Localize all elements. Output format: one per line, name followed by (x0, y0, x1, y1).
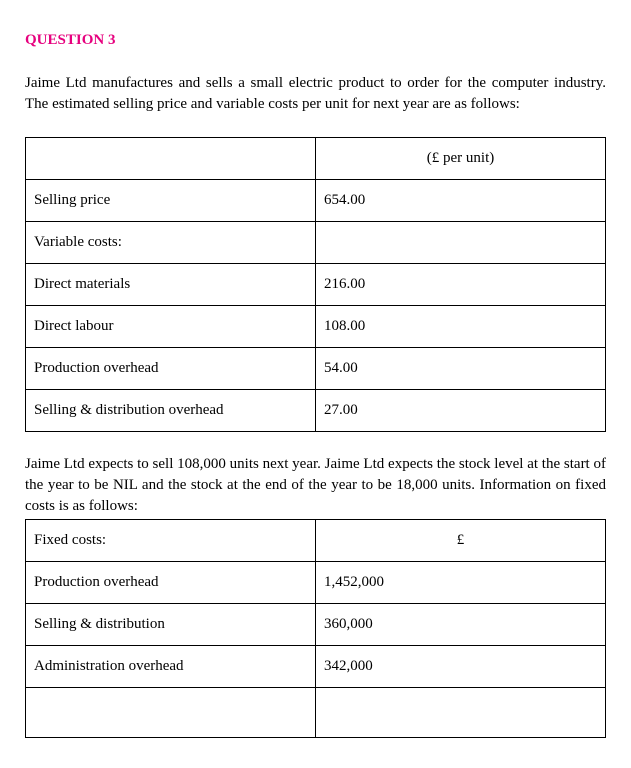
row-value: 360,000 (316, 604, 606, 646)
row-label: Selling price (26, 180, 316, 222)
table-row: Production overhead 54.00 (26, 348, 606, 390)
row-value (316, 222, 606, 264)
row-label: Variable costs: (26, 222, 316, 264)
row-value: 654.00 (316, 180, 606, 222)
table-row: Direct labour 108.00 (26, 306, 606, 348)
unit-costs-table: (£ per unit) Selling price 654.00 Variab… (25, 137, 606, 432)
table-header-row: Fixed costs: £ (26, 520, 606, 562)
row-label: Direct labour (26, 306, 316, 348)
table-row: Variable costs: (26, 222, 606, 264)
intro-paragraph: Jaime Ltd manufactures and sells a small… (25, 73, 606, 115)
row-label: Direct materials (26, 264, 316, 306)
row-label: Production overhead (26, 348, 316, 390)
row-label: Selling & distribution (26, 604, 316, 646)
row-value: 1,452,000 (316, 562, 606, 604)
table-header-row: (£ per unit) (26, 138, 606, 180)
table-empty-row (26, 688, 606, 738)
row-value: 108.00 (316, 306, 606, 348)
table-row: Direct materials 216.00 (26, 264, 606, 306)
row-value: 342,000 (316, 646, 606, 688)
row-value: 54.00 (316, 348, 606, 390)
table-row: Selling & distribution overhead 27.00 (26, 390, 606, 432)
table-header-empty (26, 138, 316, 180)
row-value: 27.00 (316, 390, 606, 432)
empty-cell (316, 688, 606, 738)
question-heading: QUESTION 3 (25, 30, 606, 51)
table-row: Production overhead 1,452,000 (26, 562, 606, 604)
fixed-costs-table: Fixed costs: £ Production overhead 1,452… (25, 519, 606, 738)
row-label: Selling & distribution overhead (26, 390, 316, 432)
mid-paragraph: Jaime Ltd expects to sell 108,000 units … (25, 454, 606, 517)
empty-cell (26, 688, 316, 738)
table-header-label: Fixed costs: (26, 520, 316, 562)
table-row: Administration overhead 342,000 (26, 646, 606, 688)
table-row: Selling price 654.00 (26, 180, 606, 222)
table-header-unit: (£ per unit) (316, 138, 606, 180)
row-value: 216.00 (316, 264, 606, 306)
table-header-currency: £ (316, 520, 606, 562)
table-row: Selling & distribution 360,000 (26, 604, 606, 646)
row-label: Production overhead (26, 562, 316, 604)
row-label: Administration overhead (26, 646, 316, 688)
